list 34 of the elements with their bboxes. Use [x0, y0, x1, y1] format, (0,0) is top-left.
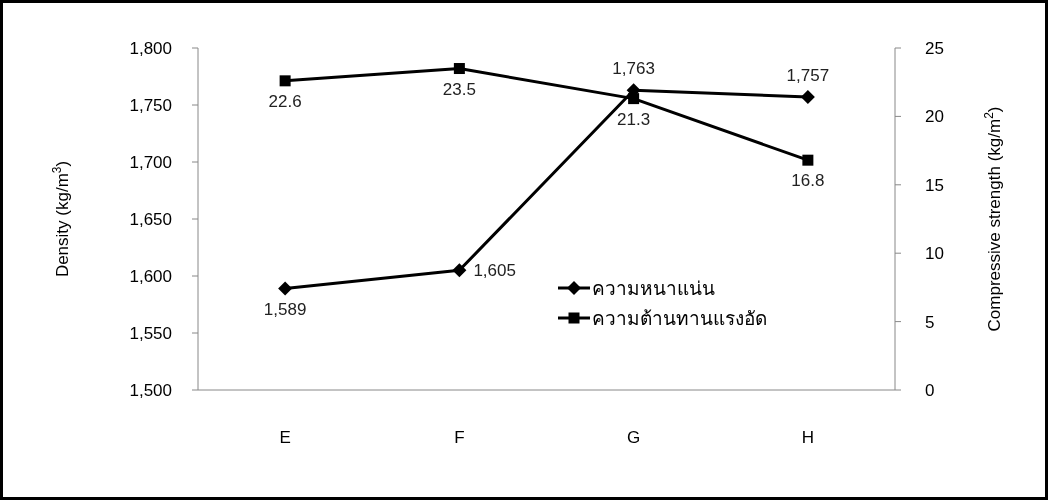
y2-tick-label: 15: [925, 175, 944, 195]
data-label: 23.5: [442, 79, 476, 99]
y-tick-label: 1,650: [129, 210, 172, 229]
y2-tick-label: 0: [925, 381, 935, 400]
data-label: 16.8: [791, 171, 825, 191]
data-label: 1,763: [612, 59, 655, 79]
legend-label: ความต้านทานแรงอัด: [592, 307, 767, 329]
y-tick-label: 1,600: [129, 267, 172, 286]
x-tick-label: F: [454, 428, 465, 447]
point: [452, 263, 467, 278]
x-tick-label: H: [801, 428, 815, 447]
data-label: 21.3: [617, 109, 651, 129]
point: [278, 281, 293, 296]
data-label: 1,589: [263, 299, 307, 319]
point: [279, 75, 291, 87]
x-tick-label: E: [279, 428, 291, 447]
data-label: 1,757: [786, 66, 830, 86]
y2-tick-label: 25: [925, 39, 944, 58]
x-tick-label: G: [627, 428, 641, 447]
legend-label: ความหนาแน่น: [592, 277, 715, 299]
y2-tick-label: 10: [925, 244, 944, 264]
y-tick-label: 1,800: [129, 39, 172, 58]
y-tick-label: 1,750: [129, 96, 172, 115]
data-label: 22.6: [268, 91, 302, 111]
point: [453, 63, 465, 75]
point: [628, 93, 640, 105]
point: [800, 90, 815, 105]
y2-tick-label: 5: [925, 312, 935, 332]
y2-tick-label: 20: [925, 107, 944, 127]
y-tick-label: 1,700: [129, 153, 172, 172]
data-label: 1,605: [473, 261, 516, 281]
y-tick-label: 1,550: [129, 324, 172, 343]
y-tick-label: 1,500: [129, 381, 172, 400]
point: [802, 154, 814, 166]
